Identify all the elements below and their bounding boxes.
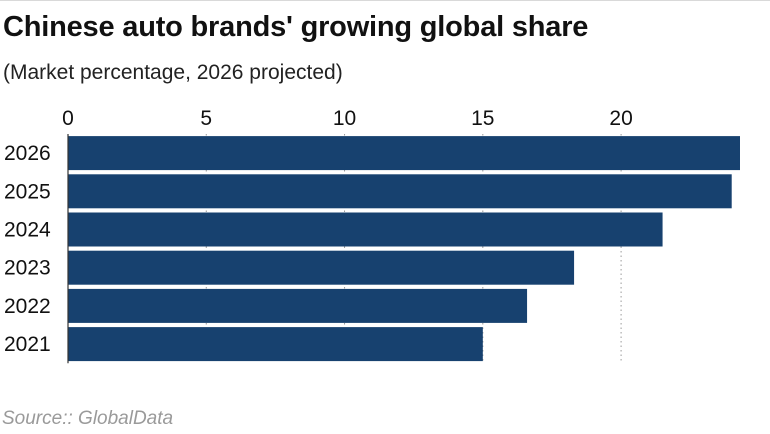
bar-2022 — [68, 288, 528, 323]
category-label-2025: 2025 — [4, 180, 51, 203]
bar-2023 — [68, 250, 575, 285]
chart-subtitle: (Market percentage, 2026 projected) — [3, 61, 343, 84]
category-label-2026: 2026 — [4, 142, 51, 165]
source-note: Source:: GlobalData — [2, 408, 174, 429]
x-tick-label-15: 15 — [471, 107, 494, 130]
x-tick-label-20: 20 — [609, 107, 632, 130]
top-rule — [0, 0, 770, 1]
category-label-2024: 2024 — [4, 219, 51, 242]
category-label-2023: 2023 — [4, 257, 51, 280]
chart-title: Chinese auto brands' growing global shar… — [3, 11, 589, 43]
bar-2025 — [68, 174, 732, 209]
x-tick-label-5: 5 — [200, 107, 212, 130]
bar-2026 — [68, 136, 740, 171]
x-tick-label-0: 0 — [62, 107, 74, 130]
bar-2021 — [68, 327, 483, 362]
x-tick-label-10: 10 — [333, 107, 356, 130]
bar-2024 — [68, 212, 663, 247]
category-label-2021: 2021 — [4, 333, 51, 356]
category-label-2022: 2022 — [4, 295, 51, 318]
